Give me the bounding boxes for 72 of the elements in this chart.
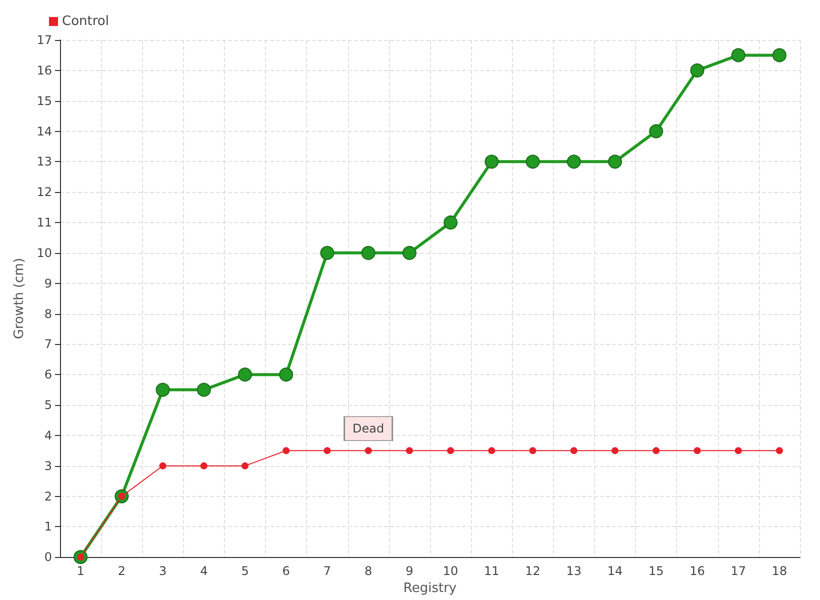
point xyxy=(690,63,704,78)
y-tick-label: 7 xyxy=(44,337,52,352)
x-tick-label: 8 xyxy=(364,564,372,578)
y-tick-label: 1 xyxy=(44,520,52,534)
y-tick-label: 4 xyxy=(44,428,52,442)
x-tick-label: 11 xyxy=(484,564,500,578)
point xyxy=(156,382,170,397)
x-tick-label: 18 xyxy=(772,564,788,578)
y-tick-label: 13 xyxy=(36,154,52,169)
point xyxy=(361,246,376,260)
point xyxy=(488,447,496,454)
point xyxy=(200,462,208,470)
y-tick-label: 16 xyxy=(36,63,52,78)
y-tick-label: 8 xyxy=(44,306,52,321)
annotation: Dead xyxy=(352,422,384,436)
y-tick-label: 6 xyxy=(44,368,52,382)
y-tick-label: 12 xyxy=(36,185,52,200)
y-tick-label: 5 xyxy=(44,398,52,412)
point xyxy=(649,124,664,138)
y-tick-label: 17 xyxy=(36,33,52,47)
point xyxy=(529,447,536,454)
x-tick-label: 14 xyxy=(607,564,623,578)
y-tick-label: 3 xyxy=(44,458,52,473)
y-tick-label: 0 xyxy=(44,550,52,564)
point xyxy=(320,246,334,260)
x-tick-label: 5 xyxy=(241,564,249,578)
point xyxy=(612,447,618,454)
x-tick-label: 12 xyxy=(525,564,540,578)
point xyxy=(402,246,416,260)
point xyxy=(484,154,499,169)
x-tick-label: 10 xyxy=(442,564,458,578)
point xyxy=(238,368,252,382)
point xyxy=(159,462,166,470)
x-tick-label: 13 xyxy=(566,564,582,578)
point xyxy=(734,447,742,454)
legend-label: Control xyxy=(62,14,109,29)
x-tick-label: 15 xyxy=(648,564,664,578)
point xyxy=(772,48,786,62)
x-tick-label: 7 xyxy=(323,564,332,578)
y-tick-label: 14 xyxy=(36,124,52,138)
point xyxy=(242,462,248,470)
point xyxy=(447,447,454,454)
point xyxy=(282,447,290,454)
point xyxy=(364,447,372,454)
y-tick-label: 11 xyxy=(36,216,52,230)
point xyxy=(776,447,783,454)
point xyxy=(324,447,331,454)
point xyxy=(731,48,746,62)
point xyxy=(694,447,701,454)
x-tick-label: 17 xyxy=(730,564,746,578)
point xyxy=(406,447,413,454)
x-tick-label: 6 xyxy=(282,564,290,578)
x-tick-label: 16 xyxy=(690,564,705,578)
y-tick-label: 2 xyxy=(44,489,52,504)
x-tick-label: 4 xyxy=(200,564,208,578)
x-tick-label: 1 xyxy=(76,564,84,578)
point xyxy=(608,154,622,169)
point xyxy=(279,368,294,382)
point xyxy=(526,154,540,169)
y-tick-label: 9 xyxy=(44,276,52,290)
x-axis-title: Registry xyxy=(403,581,457,596)
y-tick-label: 15 xyxy=(36,94,52,108)
x-tick-label: 2 xyxy=(118,564,126,578)
point xyxy=(196,382,211,397)
point xyxy=(570,447,578,454)
y-tick-label: 10 xyxy=(36,246,52,260)
point xyxy=(444,216,458,230)
x-tick-label: 3 xyxy=(158,564,167,578)
y-axis-title: Growth (cm) xyxy=(12,258,27,340)
point xyxy=(566,154,581,169)
x-tick-label: 9 xyxy=(406,564,414,578)
point xyxy=(652,447,660,454)
